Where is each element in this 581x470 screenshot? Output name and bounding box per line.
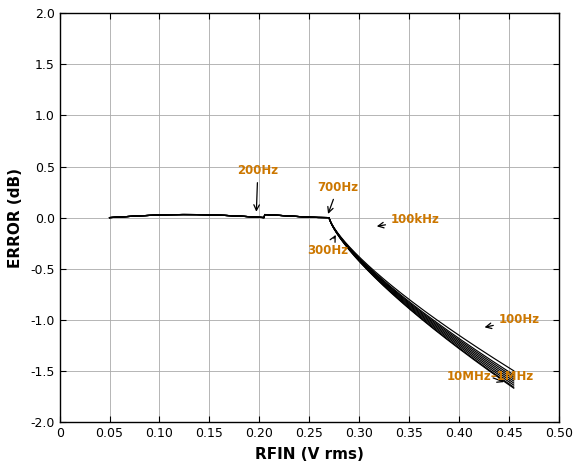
- Text: 10MHz–1MHz: 10MHz–1MHz: [447, 370, 534, 384]
- Y-axis label: ERROR (dB): ERROR (dB): [8, 168, 23, 267]
- Text: 100Hz: 100Hz: [486, 313, 540, 329]
- Text: 200Hz: 200Hz: [237, 164, 278, 211]
- Text: 100kHz: 100kHz: [378, 213, 440, 228]
- Text: 300Hz: 300Hz: [307, 236, 348, 257]
- Text: 700Hz: 700Hz: [317, 181, 358, 212]
- X-axis label: RFIN (V rms): RFIN (V rms): [254, 446, 364, 462]
